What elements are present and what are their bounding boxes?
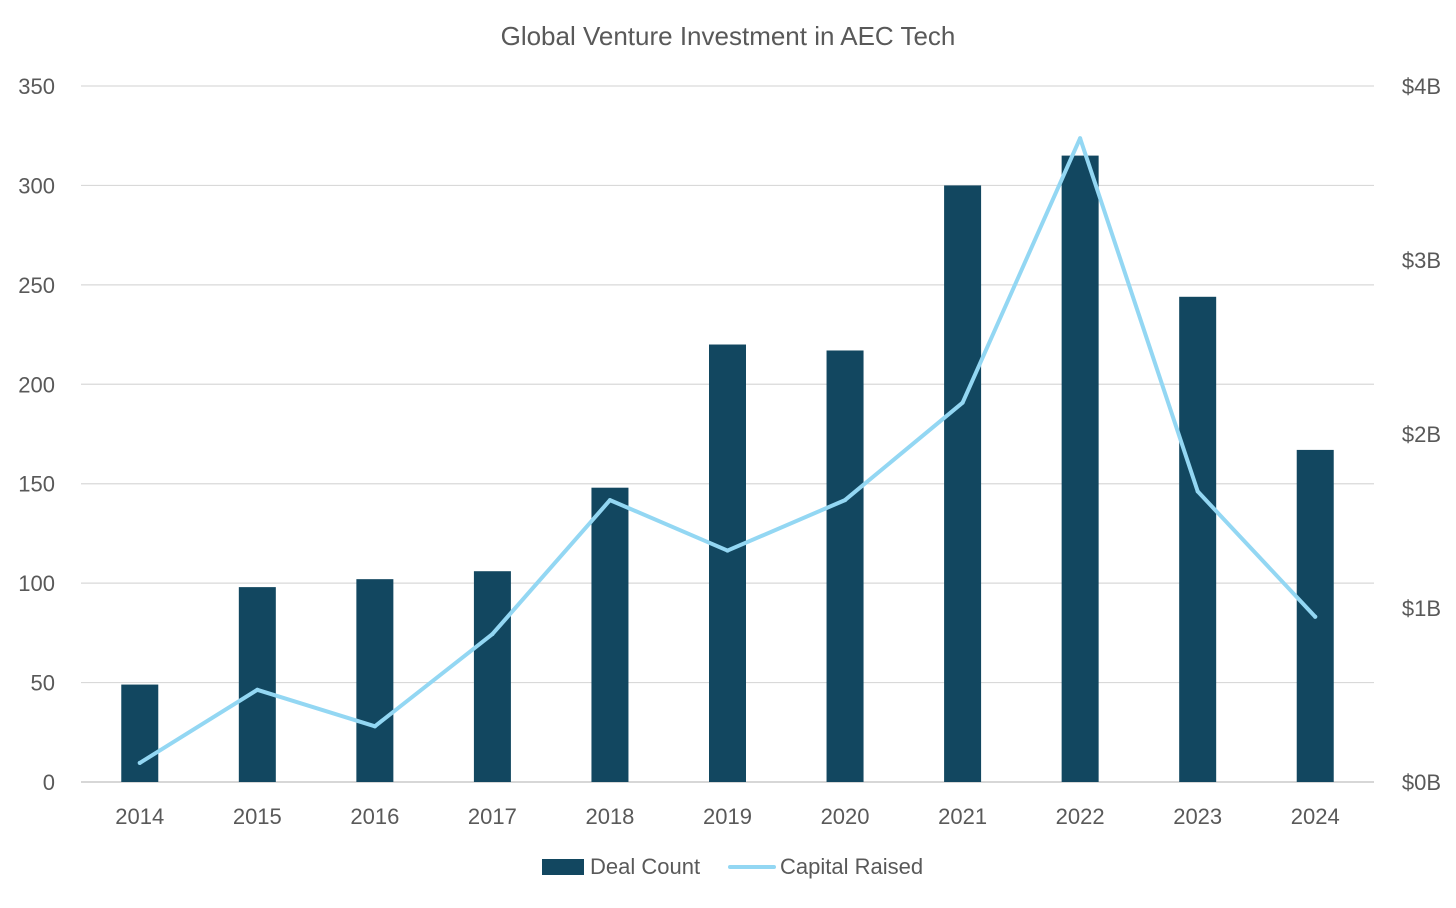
x-tick-label: 2020: [821, 804, 870, 829]
x-tick-label: 2019: [703, 804, 752, 829]
y-right-tick-label: $1B: [1402, 596, 1441, 621]
deal-count-bar: [356, 579, 394, 782]
x-axis: 2014 2015 2016 2017 2018 2019 2020 2021 2022 2023…: [115, 804, 1339, 829]
deal-count-bar: [591, 487, 629, 782]
deal-count-bars: [121, 155, 1334, 783]
deal-count-bar: [944, 185, 982, 782]
y-left-tick-label: 150: [18, 472, 55, 497]
capital-raised-point: [137, 760, 142, 765]
y-axis-left: 0 50 100 150 200 250 300 350: [18, 74, 55, 795]
y-left-tick-label: 250: [18, 273, 55, 298]
x-tick-label: 2014: [115, 804, 164, 829]
legend-label-capital-raised: Capital Raised: [780, 854, 923, 879]
y-axis-right: $0B $1B $2B $3B $4B: [1402, 74, 1441, 795]
legend-label-deal-count: Deal Count: [590, 854, 700, 879]
y-right-tick-label: $0B: [1402, 770, 1441, 795]
x-tick-label: 2015: [233, 804, 282, 829]
deal-count-bar: [238, 587, 276, 782]
deal-count-bar: [473, 571, 511, 782]
x-tick-label: 2021: [938, 804, 987, 829]
capital-raised-point: [1195, 489, 1200, 494]
x-tick-label: 2017: [468, 804, 517, 829]
y-right-tick-label: $3B: [1402, 248, 1441, 273]
capital-raised-point: [1078, 136, 1083, 141]
y-left-tick-label: 350: [18, 74, 55, 99]
x-tick-label: 2018: [585, 804, 634, 829]
y-right-tick-label: $4B: [1402, 74, 1441, 99]
capital-raised-point: [490, 632, 495, 637]
capital-raised-point: [843, 498, 848, 503]
deal-count-bar: [826, 350, 864, 782]
y-right-tick-label: $2B: [1402, 422, 1441, 447]
capital-raised-line: [137, 136, 1318, 765]
capital-raised-point: [372, 724, 377, 729]
capital-raised-point: [607, 498, 612, 503]
y-left-tick-label: 100: [18, 571, 55, 596]
legend: Deal Count Capital Raised: [542, 854, 923, 879]
deal-count-bar: [1061, 155, 1099, 783]
x-tick-label: 2022: [1056, 804, 1105, 829]
y-left-tick-label: 50: [31, 671, 55, 696]
x-tick-label: 2024: [1291, 804, 1340, 829]
capital-raised-point: [725, 548, 730, 553]
deal-count-bar: [1179, 296, 1217, 782]
chart-title: Global Venture Investment in AEC Tech: [501, 21, 956, 51]
y-left-tick-label: 200: [18, 372, 55, 397]
capital-raised-point: [960, 400, 965, 405]
deal-count-bar: [121, 684, 159, 782]
x-tick-label: 2023: [1173, 804, 1222, 829]
x-tick-label: 2016: [350, 804, 399, 829]
y-left-tick-label: 300: [18, 173, 55, 198]
legend-swatch-deal-count: [542, 859, 584, 875]
capital-raised-point: [1313, 614, 1318, 619]
deal-count-bar: [709, 344, 746, 782]
capital-raised-point: [255, 687, 260, 692]
y-left-tick-label: 0: [43, 770, 55, 795]
